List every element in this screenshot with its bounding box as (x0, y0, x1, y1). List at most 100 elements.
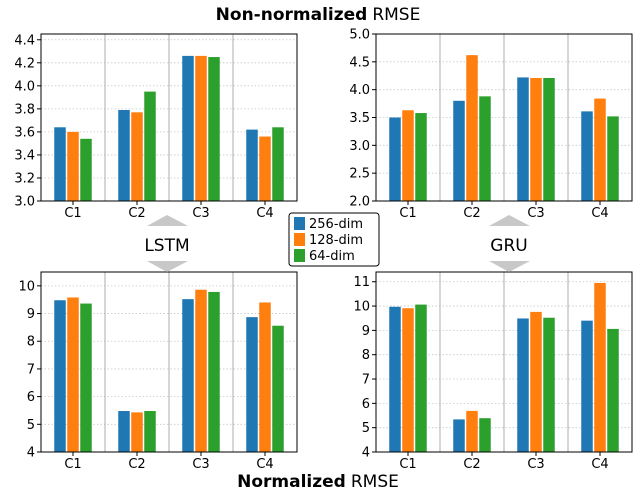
lstm-norm-xtick-label-c2: C2 (128, 457, 145, 472)
gru-norm-ytick-label-7: 11 (353, 275, 370, 290)
gru-nonnorm-xtick-label-c4: C4 (591, 206, 608, 221)
bottom-title: Normalized RMSE (237, 472, 399, 492)
lstm-norm-bar-c3-256 (182, 299, 194, 452)
gru-nonnorm-ytick-label-6: 5.0 (349, 28, 370, 43)
lstm-nonnorm-bar-c4-128 (259, 136, 271, 201)
legend-swatch-256 (294, 217, 305, 230)
gru-norm-xtick-label-c2: C2 (463, 457, 480, 472)
gru-norm-bar-c2-64 (479, 418, 491, 452)
gru-norm-ytick-label-0: 4 (362, 446, 370, 461)
lstm-nonnorm-frame (40, 33, 298, 202)
gru-norm-frame (375, 271, 633, 453)
gru-nonnorm-ytick-label-0: 2.0 (349, 195, 370, 210)
lstm-norm-ytick-label-4: 8 (27, 335, 35, 350)
gru-norm-ytick-label-1: 5 (362, 421, 370, 436)
gru-nonnorm-bar-c3-64 (543, 77, 555, 201)
panel-bottom-left-lstm: 4 5 6 7 8 9 10 C1 C2 C3 C4 (18, 271, 298, 472)
lstm-nonnorm-ytick-label-3: 3.6 (14, 125, 35, 140)
lstm-norm-bar-c3-64 (208, 291, 220, 452)
lstm-norm-frame (40, 271, 298, 453)
panel-top-left-lstm: 3.0 3.2 3.4 3.6 3.8 4.0 4.2 4.4 C1 C2 C3 C4 (14, 33, 298, 221)
legend-label-128: 128-dim (309, 233, 363, 248)
lstm-nonnorm-bar-c4-256 (246, 129, 258, 201)
gru-nonnorm-frame (375, 33, 633, 202)
lstm-norm-bar-c3-128 (195, 289, 207, 452)
lstm-nonnorm-bar-c1-128 (67, 131, 79, 201)
gru-norm-bar-c4-256 (581, 320, 593, 452)
gru-nonnorm-bar-c2-64 (479, 96, 491, 201)
gru-nonnorm-bar-c4-128 (594, 98, 606, 201)
legend-swatch-64 (294, 249, 305, 262)
gru-norm-bar-c2-128 (466, 410, 478, 452)
lstm-norm-ytick-label-2: 6 (27, 390, 35, 405)
legend-label-64: 64-dim (309, 249, 355, 264)
lstm-norm-bar-c4-256 (246, 317, 258, 452)
panel-bottom-right-gru: 4 5 6 7 8 9 10 11 C1 C2 C3 C4 (353, 271, 633, 472)
gru-nonnorm-bar-c3-256 (517, 77, 529, 201)
lstm-norm-bar-c2-64 (144, 411, 156, 452)
gru-nonnorm-bar-c1-64 (415, 113, 427, 201)
gru-nonnorm-bar-c1-256 (389, 117, 401, 201)
lstm-norm-bar-c2-256 (118, 411, 130, 452)
legend-label-256: 256-dim (309, 217, 363, 232)
gru-norm-bar-c1-256 (389, 306, 401, 452)
lstm-norm-ytick-label-3: 7 (27, 362, 35, 377)
lstm-up-arrow (147, 215, 188, 226)
lstm-nonnorm-bar-c3-64 (208, 57, 220, 201)
lstm-nonnorm-xtick-label-c3: C3 (192, 206, 209, 221)
gru-up-arrow (489, 215, 530, 226)
gru-norm-bar-c3-128 (530, 311, 542, 452)
gru-norm-xtick-label-c1: C1 (399, 457, 416, 472)
lstm-nonnorm-bar-c1-256 (54, 127, 66, 201)
gru-norm-ytick-label-3: 7 (362, 373, 370, 388)
lstm-norm-ytick-label-0: 4 (27, 446, 35, 461)
gru-norm-bar-c4-64 (607, 328, 619, 452)
lstm-nonnorm-ytick-label-7: 4.4 (14, 33, 35, 48)
lstm-nonnorm-xtick-label-c4: C4 (256, 206, 273, 221)
lstm-nonnorm-bar-c3-256 (182, 55, 194, 202)
lstm-nonnorm-xtick-label-c2: C2 (128, 206, 145, 221)
lstm-norm-ytick-label-6: 10 (18, 279, 35, 294)
gru-norm-bar-c2-256 (453, 419, 465, 452)
gru-nonnorm-bar-c1-128 (402, 110, 414, 201)
gru-norm-ytick-label-2: 6 (362, 397, 370, 412)
gru-nonnorm-bar-c4-64 (607, 116, 619, 201)
gru-nonnorm-ytick-label-4: 4.0 (349, 83, 370, 98)
lstm-nonnorm-bar-c3-128 (195, 55, 207, 202)
lstm-nonnorm-ytick-label-4: 3.8 (14, 102, 35, 117)
lstm-norm-bar-c2-128 (131, 412, 143, 452)
lstm-nonnorm-bar-c1-64 (80, 138, 92, 201)
lstm-nonnorm-ytick-label-0: 3.0 (14, 195, 35, 210)
gru-norm-xtick-label-c3: C3 (527, 457, 544, 472)
legend-swatch-128 (294, 233, 305, 246)
lstm-norm-ytick-label-1: 5 (27, 418, 35, 433)
lstm-norm-bar-c4-128 (259, 302, 271, 452)
gru-norm-bar-c4-128 (594, 282, 606, 452)
gru-nonnorm-ytick-label-1: 2.5 (349, 167, 370, 182)
lstm-nonnorm-xtick-label-c1: C1 (64, 206, 81, 221)
gru-nonnorm-bar-c2-256 (453, 100, 465, 201)
lstm-norm-bar-c1-256 (54, 300, 66, 452)
gru-down-arrow (489, 261, 530, 272)
legend-box (288, 212, 380, 267)
lstm-nonnorm-bar-c2-64 (144, 91, 156, 201)
lstm-nonnorm-bar-c4-64 (272, 127, 284, 201)
gru-norm-ytick-label-6: 10 (353, 300, 370, 315)
gru-norm-bar-c3-64 (543, 317, 555, 452)
gru-nonnorm-bar-c3-128 (530, 77, 542, 201)
gru-nonnorm-ytick-label-3: 3.5 (349, 111, 370, 126)
gru-norm-bar-c1-128 (402, 308, 414, 452)
lstm-norm-xtick-label-c4: C4 (256, 457, 273, 472)
lstm-norm-bar-c1-128 (67, 297, 79, 452)
lstm-norm-xtick-label-c1: C1 (64, 457, 81, 472)
lstm-nonnorm-ytick-label-2: 3.4 (14, 148, 35, 163)
gru-nonnorm-ytick-label-2: 3.0 (349, 139, 370, 154)
top-title: Non-normalized RMSE (216, 5, 421, 25)
gru-nonnorm-xtick-label-c2: C2 (463, 206, 480, 221)
gru-norm-ytick-label-4: 8 (362, 348, 370, 363)
lstm-down-arrow (147, 261, 188, 272)
lstm-nonnorm-ytick-label-1: 3.2 (14, 171, 35, 186)
lstm-nonnorm-ytick-label-5: 4.0 (14, 79, 35, 94)
lstm-norm-bar-c4-64 (272, 325, 284, 452)
